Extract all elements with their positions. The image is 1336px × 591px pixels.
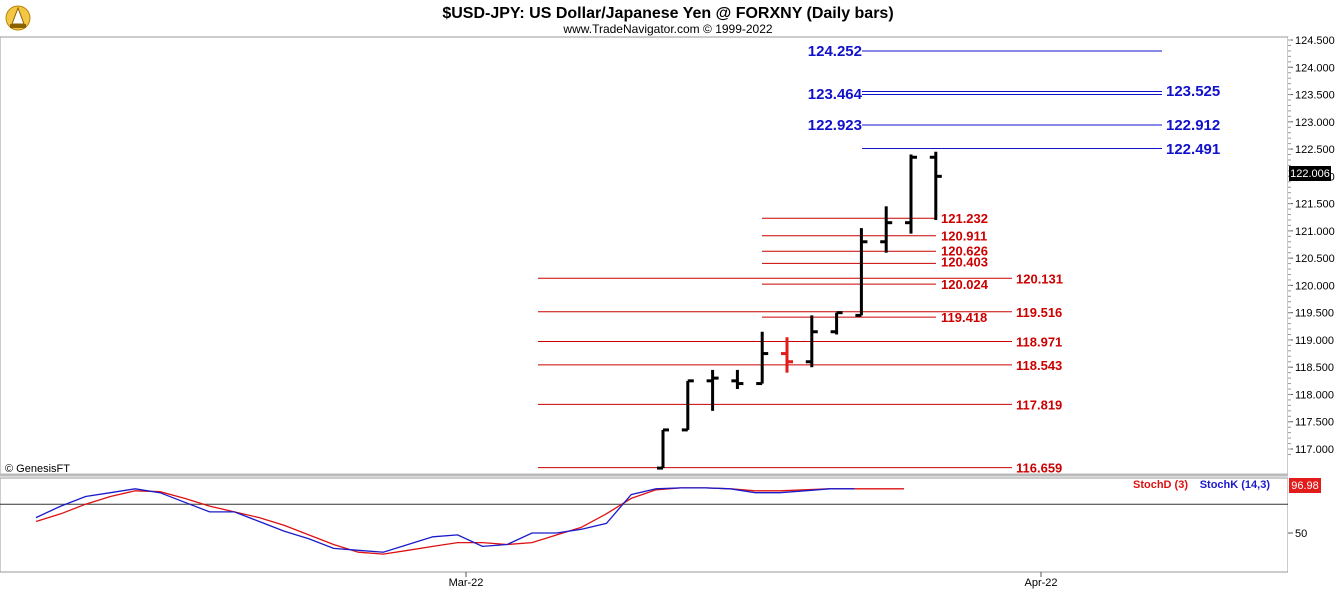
header-band bbox=[0, 0, 1336, 37]
stoch-layer bbox=[0, 487, 1288, 555]
current-stoch-tag bbox=[1289, 478, 1321, 493]
red-level-label: 116.659 bbox=[1016, 461, 1062, 476]
price-bar bbox=[929, 151, 942, 220]
stoch-y-tick-label: 50 bbox=[1295, 528, 1307, 540]
red-level-label: 120.626 bbox=[941, 243, 988, 258]
current-price-tag bbox=[1289, 166, 1331, 181]
price-bar bbox=[905, 154, 917, 234]
y-tick-label: 118.500 bbox=[1295, 362, 1334, 374]
price-bar bbox=[880, 206, 893, 253]
current-stoch-label: 96.98 bbox=[1291, 480, 1319, 492]
axis-layer: 124.500 124.000 123.500 123.000 122.500 122.0… bbox=[449, 35, 1335, 589]
x-axis-area bbox=[0, 572, 1336, 591]
x-tick-label: Mar-22 bbox=[449, 577, 484, 589]
chart-title: $USD-JPY: US Dollar/Japanese Yen @ FORXN… bbox=[442, 5, 893, 22]
y-tick-label: 118.000 bbox=[1295, 389, 1334, 401]
y-tick-label: 123.000 bbox=[1295, 117, 1335, 129]
y-tick-label: 124.500 bbox=[1295, 35, 1335, 47]
red-level-label: 120.403 bbox=[941, 254, 988, 269]
red-level-label: 118.543 bbox=[1016, 358, 1062, 373]
price-bar bbox=[756, 331, 769, 386]
stochd-line bbox=[35, 487, 904, 555]
y-tick-label: 121.000 bbox=[1295, 226, 1335, 238]
legend-stochk: StochK (14,3) bbox=[1200, 479, 1271, 491]
price-bar bbox=[830, 311, 843, 335]
price-bar bbox=[805, 315, 818, 368]
red-level-label: 118.971 bbox=[1016, 335, 1062, 350]
stochk-line bbox=[35, 487, 855, 553]
y-tick-label: 117.000 bbox=[1295, 444, 1334, 456]
y-tick-label: 120.000 bbox=[1295, 280, 1335, 292]
y-tick-label: 120.500 bbox=[1295, 253, 1335, 265]
red-level-label: 117.819 bbox=[1016, 397, 1062, 412]
legend-stochd: StochD (3) bbox=[1133, 479, 1188, 491]
price-bar bbox=[855, 228, 868, 317]
blue-level-label-right: 122.491 bbox=[1166, 141, 1220, 158]
red-level-label: 119.516 bbox=[1016, 305, 1062, 320]
blue-level-label-right: 122.912 bbox=[1166, 117, 1220, 134]
red-level-label: 119.418 bbox=[941, 310, 987, 325]
y-tick-label: 122.500 bbox=[1295, 144, 1335, 156]
blue-level-label-right: 123.525 bbox=[1166, 83, 1220, 100]
trade-navigator-logo-icon bbox=[5, 5, 31, 31]
y-tick-label: 123.500 bbox=[1295, 90, 1335, 102]
blue-level-label-left: 124.252 bbox=[808, 43, 862, 60]
watermark: © GenesisFT bbox=[5, 463, 70, 475]
red-level-label: 120.131 bbox=[1016, 271, 1063, 286]
chart-subtitle: www.TradeNavigator.com © 1999-2022 bbox=[562, 22, 772, 36]
y-tick-label: 124.000 bbox=[1295, 62, 1335, 74]
red-level-label: 121.232 bbox=[941, 211, 988, 226]
y-tick-label: 119.000 bbox=[1295, 335, 1334, 347]
blue-level-label-left: 122.923 bbox=[808, 117, 862, 134]
bars-layer bbox=[657, 151, 942, 470]
red-level-label: 120.024 bbox=[941, 277, 989, 292]
y-tick-label: 117.500 bbox=[1295, 417, 1334, 429]
x-tick-label: Apr-22 bbox=[1024, 577, 1057, 589]
price-bar bbox=[706, 369, 719, 411]
y-tick-label: 121.500 bbox=[1295, 199, 1335, 211]
blue-level-label-left: 123.464 bbox=[808, 86, 863, 103]
red-level-label: 120.911 bbox=[941, 229, 987, 244]
price-panel bbox=[0, 36, 1289, 476]
current-price-label: 122.006 bbox=[1290, 168, 1330, 180]
price-bar bbox=[681, 379, 694, 432]
price-bar bbox=[781, 337, 793, 373]
price-bar bbox=[657, 428, 669, 470]
price-bar bbox=[731, 369, 744, 390]
y-tick-label: 119.500 bbox=[1295, 308, 1334, 320]
